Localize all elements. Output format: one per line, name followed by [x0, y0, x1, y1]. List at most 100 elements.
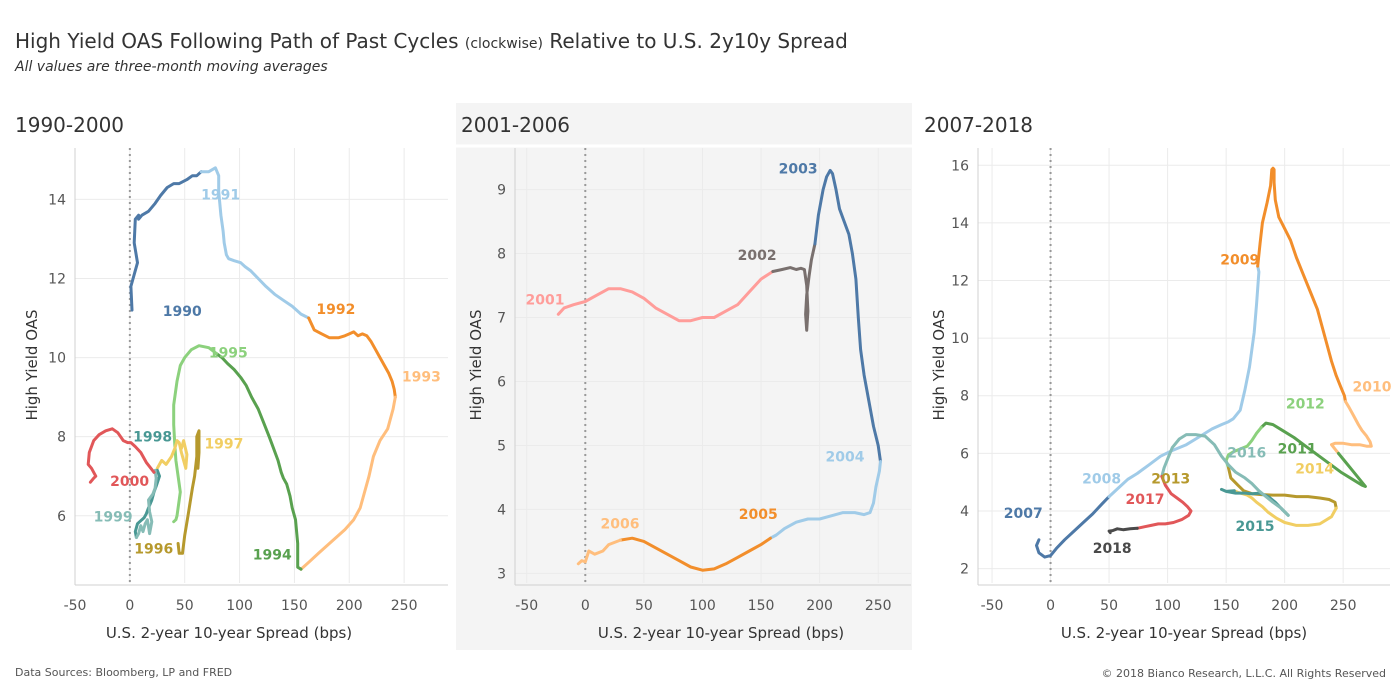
- title-relative: Relative to U.S. 2y10y Spread: [549, 29, 848, 53]
- series-label-1995: 1995: [209, 346, 248, 362]
- series-label-2008: 2008: [1082, 472, 1121, 488]
- y-tick-label: 4: [960, 504, 969, 520]
- x-tick-label: 50: [635, 598, 653, 614]
- x-tick-label: 200: [806, 598, 833, 614]
- series-label-1991: 1991: [201, 187, 240, 203]
- series-line-1995: [172, 344, 218, 524]
- x-tick-label: -50: [64, 598, 87, 614]
- series-label-2017: 2017: [1125, 492, 1164, 508]
- series-line-2008: [1107, 264, 1261, 499]
- x-tick-label: 250: [1330, 598, 1357, 614]
- copyright-note: © 2018 Bianco Research, L.L.C. All Right…: [1101, 667, 1386, 680]
- series-label-2011: 2011: [1278, 441, 1317, 457]
- series-label-2016: 2016: [1227, 446, 1266, 462]
- chart-panel-1990-2000: 1990-2000 -50 0 50 100 150 200 250 6 8 10 12 14 U.S. …: [15, 113, 448, 642]
- series-label-2004: 2004: [825, 449, 864, 465]
- x-tick-label: 150: [281, 598, 308, 614]
- series-label-2006: 2006: [601, 517, 640, 533]
- y-tick-label: 6: [57, 509, 66, 525]
- title-direction-note: (clockwise): [464, 36, 543, 52]
- y-tick-label: 3: [497, 566, 506, 582]
- series-line-2000: [86, 427, 156, 484]
- series-label-1997: 1997: [204, 437, 243, 453]
- x-tick-label: 100: [1154, 598, 1181, 614]
- chart-subtitle: All values are three-month moving averag…: [15, 59, 328, 75]
- series-line-2002: [771, 242, 817, 332]
- series-label-2014: 2014: [1295, 462, 1334, 478]
- y-tick-label: 16: [951, 158, 969, 174]
- series-label-2009: 2009: [1220, 253, 1259, 269]
- series-line-2017: [1135, 474, 1193, 530]
- x-tick-label: 100: [226, 598, 253, 614]
- series-label-1990: 1990: [163, 304, 202, 320]
- series-label-2013: 2013: [1151, 472, 1190, 488]
- series-label-2010: 2010: [1353, 379, 1392, 395]
- series-line-2018: [1107, 526, 1139, 535]
- y-axis-label: High Yield OAS: [467, 309, 485, 420]
- x-tick-label: 100: [689, 598, 716, 614]
- series-line-1997: [155, 439, 189, 470]
- series-label-2003: 2003: [779, 162, 818, 178]
- panel-title: 2007-2018: [924, 113, 1033, 137]
- panel-title: 1990-2000: [15, 113, 124, 137]
- x-tick-label: -50: [981, 598, 1004, 614]
- series-label-2007: 2007: [1004, 506, 1043, 522]
- x-tick-label: 0: [581, 598, 590, 614]
- series-label-1998: 1998: [133, 429, 172, 445]
- series-line-1996: [176, 429, 201, 555]
- y-tick-label: 2: [960, 562, 969, 578]
- title-main: High Yield OAS Following Path of Past Cy…: [15, 29, 459, 53]
- y-tick-label: 14: [951, 216, 969, 232]
- series-label-2012: 2012: [1286, 397, 1325, 413]
- y-tick-label: 5: [497, 438, 506, 454]
- x-tick-label: 150: [748, 598, 775, 614]
- panel-background: [456, 103, 912, 650]
- series-label-1996: 1996: [134, 541, 173, 557]
- y-tick-label: 10: [48, 351, 66, 367]
- x-tick-label: 0: [1046, 598, 1055, 614]
- x-axis-label: U.S. 2-year 10-year Spread (bps): [598, 624, 844, 642]
- panel-title: 2001-2006: [461, 113, 570, 137]
- chart-panel-2001-2006: 2001-2006 -50 0 50 100 150 200 250 3 4 5 6 7 8 9 U.S. 2…: [456, 103, 912, 650]
- y-tick-label: 8: [497, 247, 506, 263]
- series-line-2001: [556, 270, 775, 323]
- series-label-2001: 2001: [526, 293, 565, 309]
- x-tick-label: 50: [1100, 598, 1118, 614]
- series-label-2002: 2002: [738, 248, 777, 264]
- series-line-1990: [129, 170, 203, 312]
- x-tick-label: 150: [1213, 598, 1240, 614]
- series-label-2018: 2018: [1093, 541, 1132, 557]
- y-tick-label: 4: [497, 502, 506, 518]
- y-tick-label: 8: [960, 389, 969, 405]
- y-tick-label: 12: [951, 274, 969, 290]
- series-line-1994: [215, 352, 303, 571]
- series-label-1994: 1994: [253, 547, 292, 563]
- series-label-2000: 2000: [110, 474, 149, 490]
- y-tick-label: 6: [497, 374, 506, 390]
- y-tick-label: 8: [57, 430, 66, 446]
- y-tick-label: 6: [960, 446, 969, 462]
- x-tick-label: -50: [515, 598, 538, 614]
- y-tick-label: 7: [497, 311, 506, 327]
- series-line-2013: [1227, 466, 1338, 510]
- x-tick-label: 250: [391, 598, 418, 614]
- x-tick-label: 0: [125, 598, 134, 614]
- series-label-1999: 1999: [94, 510, 133, 526]
- series-label-1992: 1992: [316, 302, 355, 318]
- y-tick-label: 10: [951, 331, 969, 347]
- y-tick-label: 12: [48, 272, 66, 288]
- series-line-1991: [199, 166, 311, 320]
- x-axis-label: U.S. 2-year 10-year Spread (bps): [1061, 624, 1307, 642]
- series-line-2007: [1035, 495, 1111, 559]
- series-label-2015: 2015: [1236, 519, 1275, 535]
- series-line-2009: [1256, 166, 1347, 403]
- y-tick-label: 14: [48, 192, 66, 208]
- series-line-2006: [576, 538, 622, 566]
- x-tick-label: 200: [1271, 598, 1298, 614]
- series-line-2016: [1160, 433, 1290, 517]
- y-tick-label: 9: [497, 183, 506, 199]
- x-tick-label: 50: [176, 598, 194, 614]
- series-line-1993: [299, 395, 397, 571]
- series-label-1993: 1993: [402, 369, 441, 385]
